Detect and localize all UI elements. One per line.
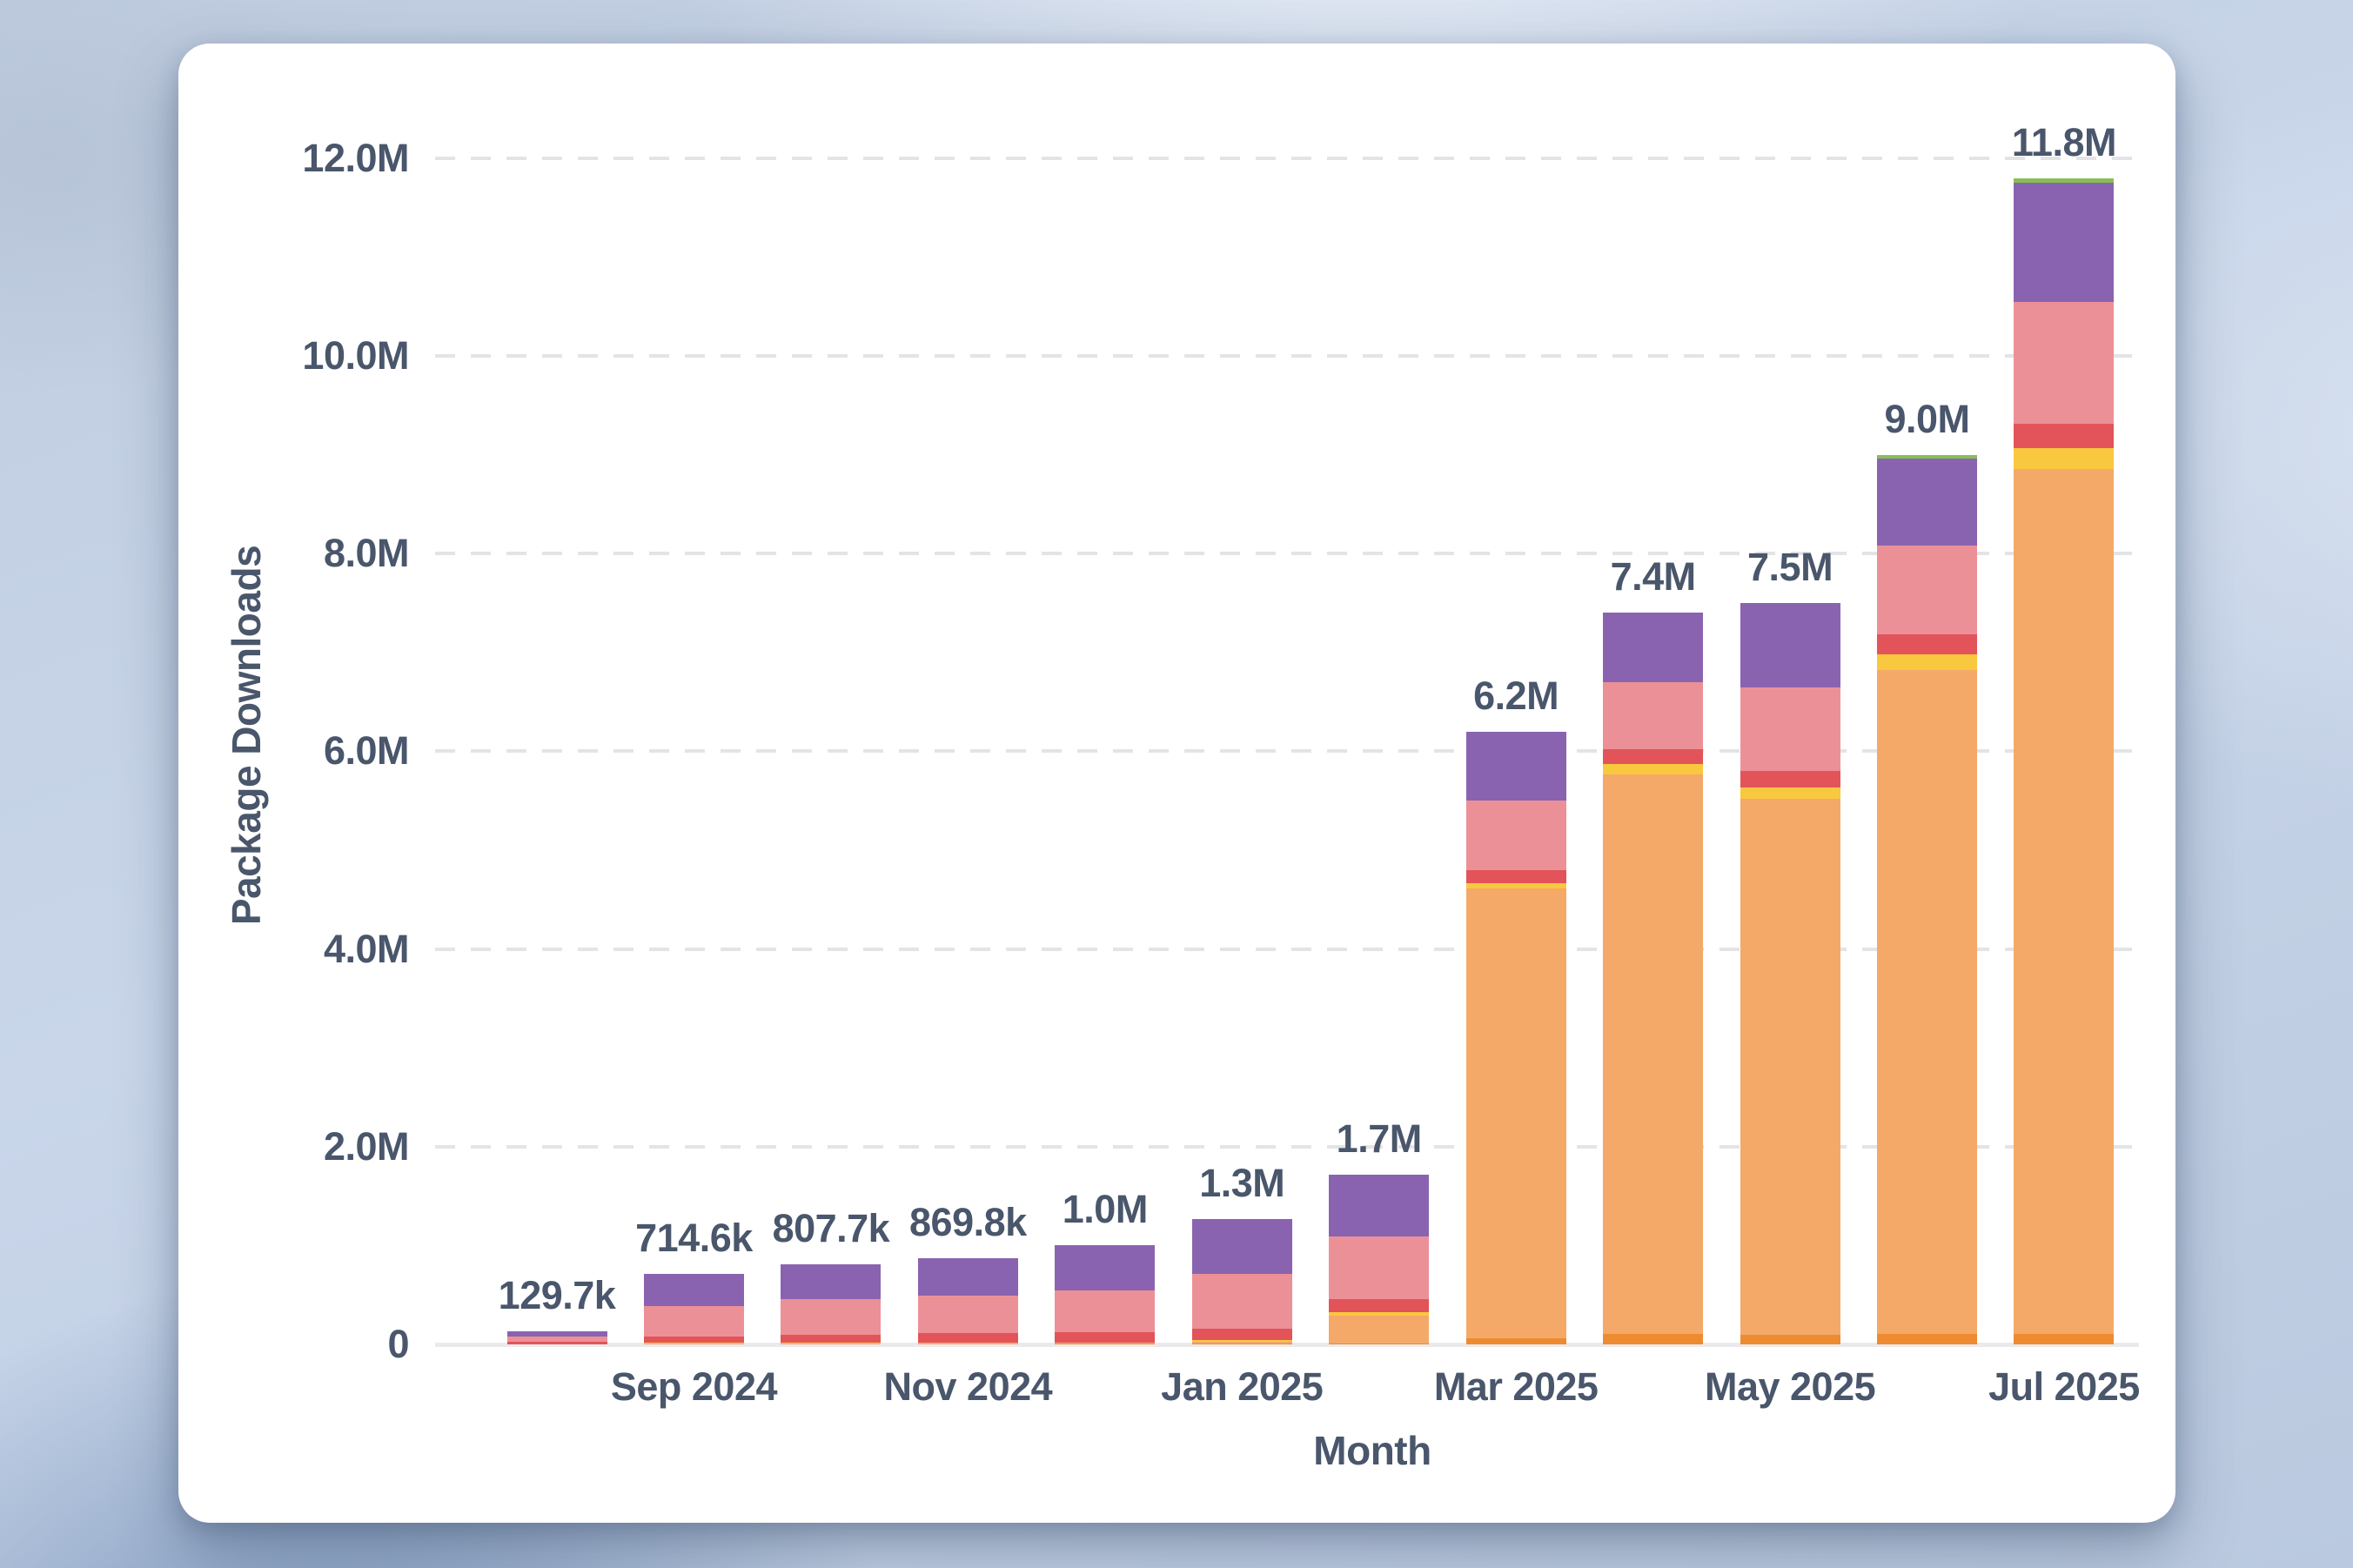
bar-segment-segment-pink xyxy=(1740,687,1840,772)
bar-segment-segment-pink xyxy=(2014,301,2115,425)
bar-segment-segment-yellow xyxy=(2014,447,2115,469)
bar-segment-segment-purple xyxy=(1055,1245,1156,1290)
bar-segment-segment-purple xyxy=(1329,1174,1430,1237)
bar-segment-segment-purple xyxy=(1877,459,1977,546)
bar-segment-segment-green xyxy=(2014,178,2115,184)
bar-segment-segment-yellow xyxy=(1191,1340,1292,1343)
gridline-6.0M xyxy=(435,749,2132,754)
bar-total-label: 1.7M xyxy=(1336,1116,1423,1161)
bar-segment-segment-purple xyxy=(643,1273,744,1306)
bar-segment-segment-purple xyxy=(506,1331,607,1337)
bar-segment-segment-orange xyxy=(2014,468,2115,1334)
bar-segment-segment-dark-orange xyxy=(1465,1338,1566,1344)
bar-segment-segment-orange xyxy=(1329,1316,1430,1344)
gridline-2.0M xyxy=(435,1144,2132,1149)
bar-segment-segment-orange xyxy=(1603,774,1704,1334)
bar-segment-segment-red xyxy=(781,1334,882,1343)
bar-segment-segment-purple xyxy=(1740,603,1840,687)
bar-segment-segment-yellow xyxy=(1329,1311,1430,1317)
bar-total-label: 714.6k xyxy=(635,1215,753,1260)
x-tick-label: Mar 2025 xyxy=(1433,1364,1599,1409)
chart-card: 0 2.0M 4.0M 6.0M 8.0M 10.0M 12.0M 129.7k 714.6k 8… xyxy=(178,44,2175,1523)
x-tick-label: Sep 2024 xyxy=(610,1364,778,1409)
x-tick-label: May 2025 xyxy=(1704,1364,1876,1409)
gridline-12.0M xyxy=(435,156,2132,160)
bar-segment-segment-orange xyxy=(1191,1342,1292,1344)
bar-segment-segment-red xyxy=(2014,424,2115,448)
y-tick-label: 12.0M xyxy=(302,135,409,180)
bar-segment-segment-orange xyxy=(643,1343,744,1344)
bar-segment-segment-purple xyxy=(1191,1219,1292,1274)
bar-segment-segment-yellow xyxy=(1465,882,1566,889)
gridline-10.0M xyxy=(435,354,2132,358)
bar-segment-segment-red xyxy=(506,1342,607,1344)
bar-segment-segment-red xyxy=(1329,1298,1430,1312)
bar-segment-segment-red xyxy=(1603,749,1704,765)
bar-segment-segment-yellow xyxy=(1603,764,1704,774)
bar-total-label: 807.7k xyxy=(772,1206,890,1251)
bar-segment-segment-red xyxy=(643,1336,744,1344)
bar-total-label: 869.8k xyxy=(909,1200,1027,1245)
bar-segment-segment-orange xyxy=(1055,1342,1156,1344)
bar-segment-segment-dark-orange xyxy=(2014,1333,2115,1344)
package-downloads-bar-chart: 0 2.0M 4.0M 6.0M 8.0M 10.0M 12.0M 129.7k 714.6k 8… xyxy=(178,44,2175,1523)
bar-segment-segment-purple xyxy=(2014,183,2115,302)
y-axis-title: Package Downloads xyxy=(224,545,269,926)
bar-segment-segment-pink xyxy=(781,1298,882,1335)
x-axis-title: Month xyxy=(1313,1428,1431,1473)
x-tick-label: Jan 2025 xyxy=(1161,1364,1324,1409)
bar-total-label: 1.3M xyxy=(1199,1161,1285,1206)
bar-segment-segment-pink xyxy=(1603,681,1704,750)
bar-segment-segment-purple xyxy=(781,1264,882,1299)
y-tick-label: 4.0M xyxy=(323,926,410,971)
bar-segment-segment-dark-orange xyxy=(1329,1343,1430,1344)
x-axis-baseline xyxy=(435,1343,2139,1347)
bar-segment-segment-red xyxy=(1465,869,1566,883)
y-tick-label: 8.0M xyxy=(323,531,410,576)
bar-segment-segment-orange xyxy=(1740,798,1840,1335)
bar-segment-segment-pink xyxy=(1877,546,1977,635)
bar-segment-segment-purple xyxy=(1465,731,1566,801)
bar-segment-segment-pink xyxy=(1055,1290,1156,1333)
bar-segment-segment-pink xyxy=(917,1296,1018,1333)
y-tick-label: 6.0M xyxy=(323,728,410,774)
bar-segment-segment-dark-orange xyxy=(1877,1333,1977,1344)
bar-segment-segment-yellow xyxy=(1740,787,1840,799)
gridline-8.0M xyxy=(435,552,2132,556)
bar-segment-segment-yellow xyxy=(1877,654,1977,671)
bar-total-label: 11.8M xyxy=(2011,119,2117,164)
bar-total-label: 129.7k xyxy=(498,1273,616,1318)
bar-segment-segment-orange xyxy=(917,1343,1018,1344)
bar-segment-segment-purple xyxy=(1603,613,1704,682)
bar-segment-segment-dark-orange xyxy=(1603,1333,1704,1344)
bar-segment-segment-green xyxy=(1877,454,1977,459)
bar-segment-segment-pink xyxy=(643,1305,744,1337)
bar-segment-segment-red xyxy=(1055,1332,1156,1343)
bar-segment-segment-red xyxy=(1740,771,1840,788)
bar-segment-segment-pink xyxy=(1191,1273,1292,1330)
bar-segment-segment-orange xyxy=(1877,670,1977,1334)
bar-total-label: 6.2M xyxy=(1473,673,1559,718)
bar-segment-segment-pink xyxy=(506,1337,607,1343)
x-tick-label: Jul 2025 xyxy=(1988,1364,2140,1409)
gridline-4.0M xyxy=(435,947,2132,951)
bar-segment-segment-pink xyxy=(1329,1236,1430,1299)
bar-segment-segment-orange xyxy=(1465,888,1566,1339)
bar-segment-segment-red xyxy=(917,1332,1018,1343)
y-tick-label: 0 xyxy=(387,1322,409,1366)
bar-total-label: 9.0M xyxy=(1884,396,1970,441)
bar-segment-segment-orange xyxy=(781,1343,882,1344)
x-tick-label: Nov 2024 xyxy=(883,1364,1053,1409)
bar-segment-segment-dark-orange xyxy=(1740,1334,1840,1344)
bar-segment-segment-red xyxy=(1877,634,1977,655)
bar-total-label: 7.4M xyxy=(1610,554,1697,600)
bar-segment-segment-pink xyxy=(1465,801,1566,870)
bar-total-label: 1.0M xyxy=(1062,1187,1149,1232)
bar-total-label: 7.5M xyxy=(1747,545,1833,589)
y-tick-label: 10.0M xyxy=(302,333,409,378)
bar-segment-segment-red xyxy=(1191,1329,1292,1341)
bar-segment-segment-purple xyxy=(917,1258,1018,1297)
y-tick-label: 2.0M xyxy=(323,1123,410,1169)
